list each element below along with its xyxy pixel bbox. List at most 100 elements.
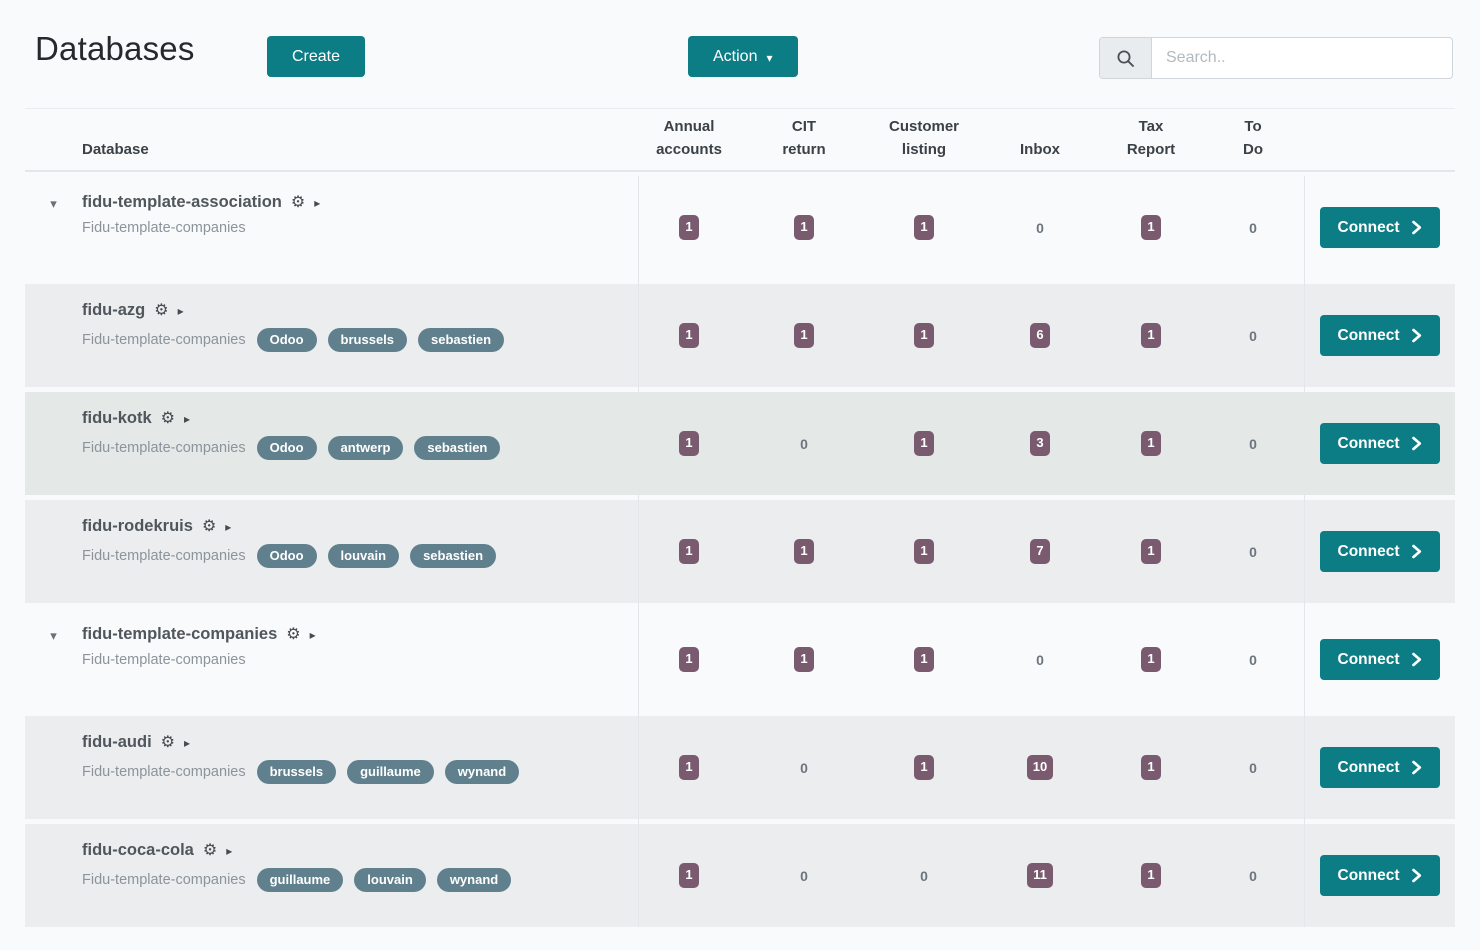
to-do-cell: 0 <box>1202 176 1304 279</box>
connect-cell: Connect <box>1304 716 1455 819</box>
database-name[interactable]: fidu-azg <box>82 301 146 319</box>
search-icon-addon <box>1100 38 1152 78</box>
expand-caret-icon[interactable]: ▾ <box>50 628 57 643</box>
gear-icon[interactable]: ⚙ <box>201 517 217 535</box>
to-do-cell: 0 <box>1202 608 1304 711</box>
gear-icon[interactable]: ⚙ <box>286 625 301 643</box>
column-header-inbox: Inbox <box>1020 140 1060 158</box>
tag-badge: guillaume <box>256 868 344 893</box>
connect-button-label: Connect <box>1337 218 1400 236</box>
count-badge: 1 <box>914 323 934 348</box>
database-info: fidu-coca-cola ⚙ ▸ Fidu-template-compani… <box>82 841 638 927</box>
count-badge: 1 <box>794 539 814 564</box>
connect-button[interactable]: Connect <box>1319 423 1440 464</box>
connect-cell: Connect <box>1304 824 1455 927</box>
create-button[interactable]: Create <box>267 36 366 77</box>
gear-icon[interactable]: ⚙ <box>154 301 169 319</box>
connect-button-label: Connect <box>1337 758 1400 776</box>
chevron-right-icon[interactable]: ▸ <box>184 735 191 750</box>
action-button-label: Action <box>713 47 758 65</box>
chevron-right-icon[interactable]: ▸ <box>184 411 191 426</box>
connect-button[interactable]: Connect <box>1319 639 1440 680</box>
to-do-cell: 0 <box>1202 716 1304 819</box>
column-header-database: Database <box>82 140 149 158</box>
count-badge: 1 <box>914 431 934 456</box>
tag-badge: wynand <box>444 760 520 785</box>
tax-report-cell: 1 <box>1100 500 1202 603</box>
database-name[interactable]: fidu-template-association <box>82 193 282 211</box>
database-info: fidu-azg ⚙ ▸ Fidu-template-companies Odo… <box>82 301 638 387</box>
inbox-cell: 7 <box>980 500 1100 603</box>
chevron-right-icon[interactable]: ▸ <box>226 843 233 858</box>
database-template-label: Fidu-template-companies <box>82 332 246 349</box>
annual-accounts-cell: 1 <box>638 284 740 387</box>
database-template-label: Fidu-template-companies <box>82 548 246 565</box>
count-badge: 1 <box>914 215 934 240</box>
tag-badge: Odoo <box>256 544 317 569</box>
database-template-label: Fidu-template-companies <box>82 220 246 236</box>
count-badge: 1 <box>679 215 699 240</box>
gear-icon[interactable]: ⚙ <box>290 193 306 211</box>
database-name[interactable]: fidu-coca-cola <box>82 841 194 859</box>
database-name[interactable]: fidu-rodekruis <box>82 517 193 535</box>
expand-caret-icon[interactable]: ▾ <box>50 196 57 211</box>
connect-button-label: Connect <box>1337 866 1400 884</box>
count-badge: 1 <box>679 323 699 348</box>
column-header-to-do: To Do <box>1243 118 1263 158</box>
count-zero: 0 <box>1036 651 1044 668</box>
connect-button-label: Connect <box>1337 326 1400 344</box>
tag-badge: louvain <box>327 544 400 569</box>
gear-icon[interactable]: ⚙ <box>160 733 175 751</box>
to-do-cell: 0 <box>1202 284 1304 387</box>
tag-badge: sebastien <box>414 436 501 461</box>
count-badge: 1 <box>1141 431 1161 456</box>
chevron-right-icon[interactable]: ▸ <box>225 519 232 534</box>
customer-listing-cell: 1 <box>868 716 980 819</box>
connect-button[interactable]: Connect <box>1319 747 1440 788</box>
annual-accounts-cell: 1 <box>638 716 740 819</box>
cit-return-cell: 1 <box>740 284 868 387</box>
customer-listing-cell: 1 <box>868 176 980 279</box>
count-badge: 1 <box>679 539 699 564</box>
annual-accounts-cell: 1 <box>638 176 740 279</box>
chevron-right-icon[interactable]: ▸ <box>314 195 321 210</box>
tag-badge: Odoo <box>256 328 317 353</box>
search-icon <box>1117 50 1134 67</box>
database-cell: ▾ fidu-coca-cola ⚙ ▸ Fidu-template-compa… <box>25 824 638 927</box>
connect-button[interactable]: Connect <box>1319 531 1440 572</box>
customer-listing-cell: 1 <box>868 500 980 603</box>
action-dropdown-button[interactable]: Action ▾ <box>688 36 798 77</box>
search-input[interactable] <box>1152 38 1452 78</box>
connect-button-label: Connect <box>1337 434 1400 452</box>
gear-icon[interactable]: ⚙ <box>202 841 218 859</box>
column-header-tax-report: Tax Report <box>1126 118 1176 158</box>
count-badge: 1 <box>914 647 934 672</box>
column-header-customer-listing: Customer listing <box>888 118 959 158</box>
table-row: ▾ fidu-rodekruis ⚙ ▸ Fidu-template-compa… <box>25 500 1455 603</box>
connect-button[interactable]: Connect <box>1319 855 1440 896</box>
connect-cell: Connect <box>1304 176 1455 279</box>
chevron-right-icon <box>1411 436 1421 451</box>
connect-button-label: Connect <box>1337 542 1400 560</box>
database-name[interactable]: fidu-kotk <box>82 409 152 427</box>
tax-report-cell: 1 <box>1100 176 1202 279</box>
database-name[interactable]: fidu-template-companies <box>82 625 278 643</box>
column-header-cit-return: CIT return <box>782 118 826 158</box>
connect-button[interactable]: Connect <box>1319 207 1440 248</box>
tax-report-cell: 1 <box>1100 608 1202 711</box>
gear-icon[interactable]: ⚙ <box>160 409 176 427</box>
chevron-right-icon <box>1411 328 1421 343</box>
cit-return-cell: 0 <box>740 716 868 819</box>
tag-badge: louvain <box>354 868 426 893</box>
count-zero: 0 <box>800 867 808 884</box>
table-row: ▾ fidu-audi ⚙ ▸ Fidu-template-companies … <box>25 716 1455 819</box>
customer-listing-cell: 1 <box>868 608 980 711</box>
count-badge: 1 <box>1141 863 1161 888</box>
database-name[interactable]: fidu-audi <box>82 733 152 751</box>
annual-accounts-cell: 1 <box>638 500 740 603</box>
chevron-right-icon[interactable]: ▸ <box>177 303 184 318</box>
chevron-right-icon[interactable]: ▸ <box>309 627 316 642</box>
connect-button[interactable]: Connect <box>1319 315 1440 356</box>
create-button-label: Create <box>292 47 341 65</box>
inbox-cell: 10 <box>980 716 1100 819</box>
